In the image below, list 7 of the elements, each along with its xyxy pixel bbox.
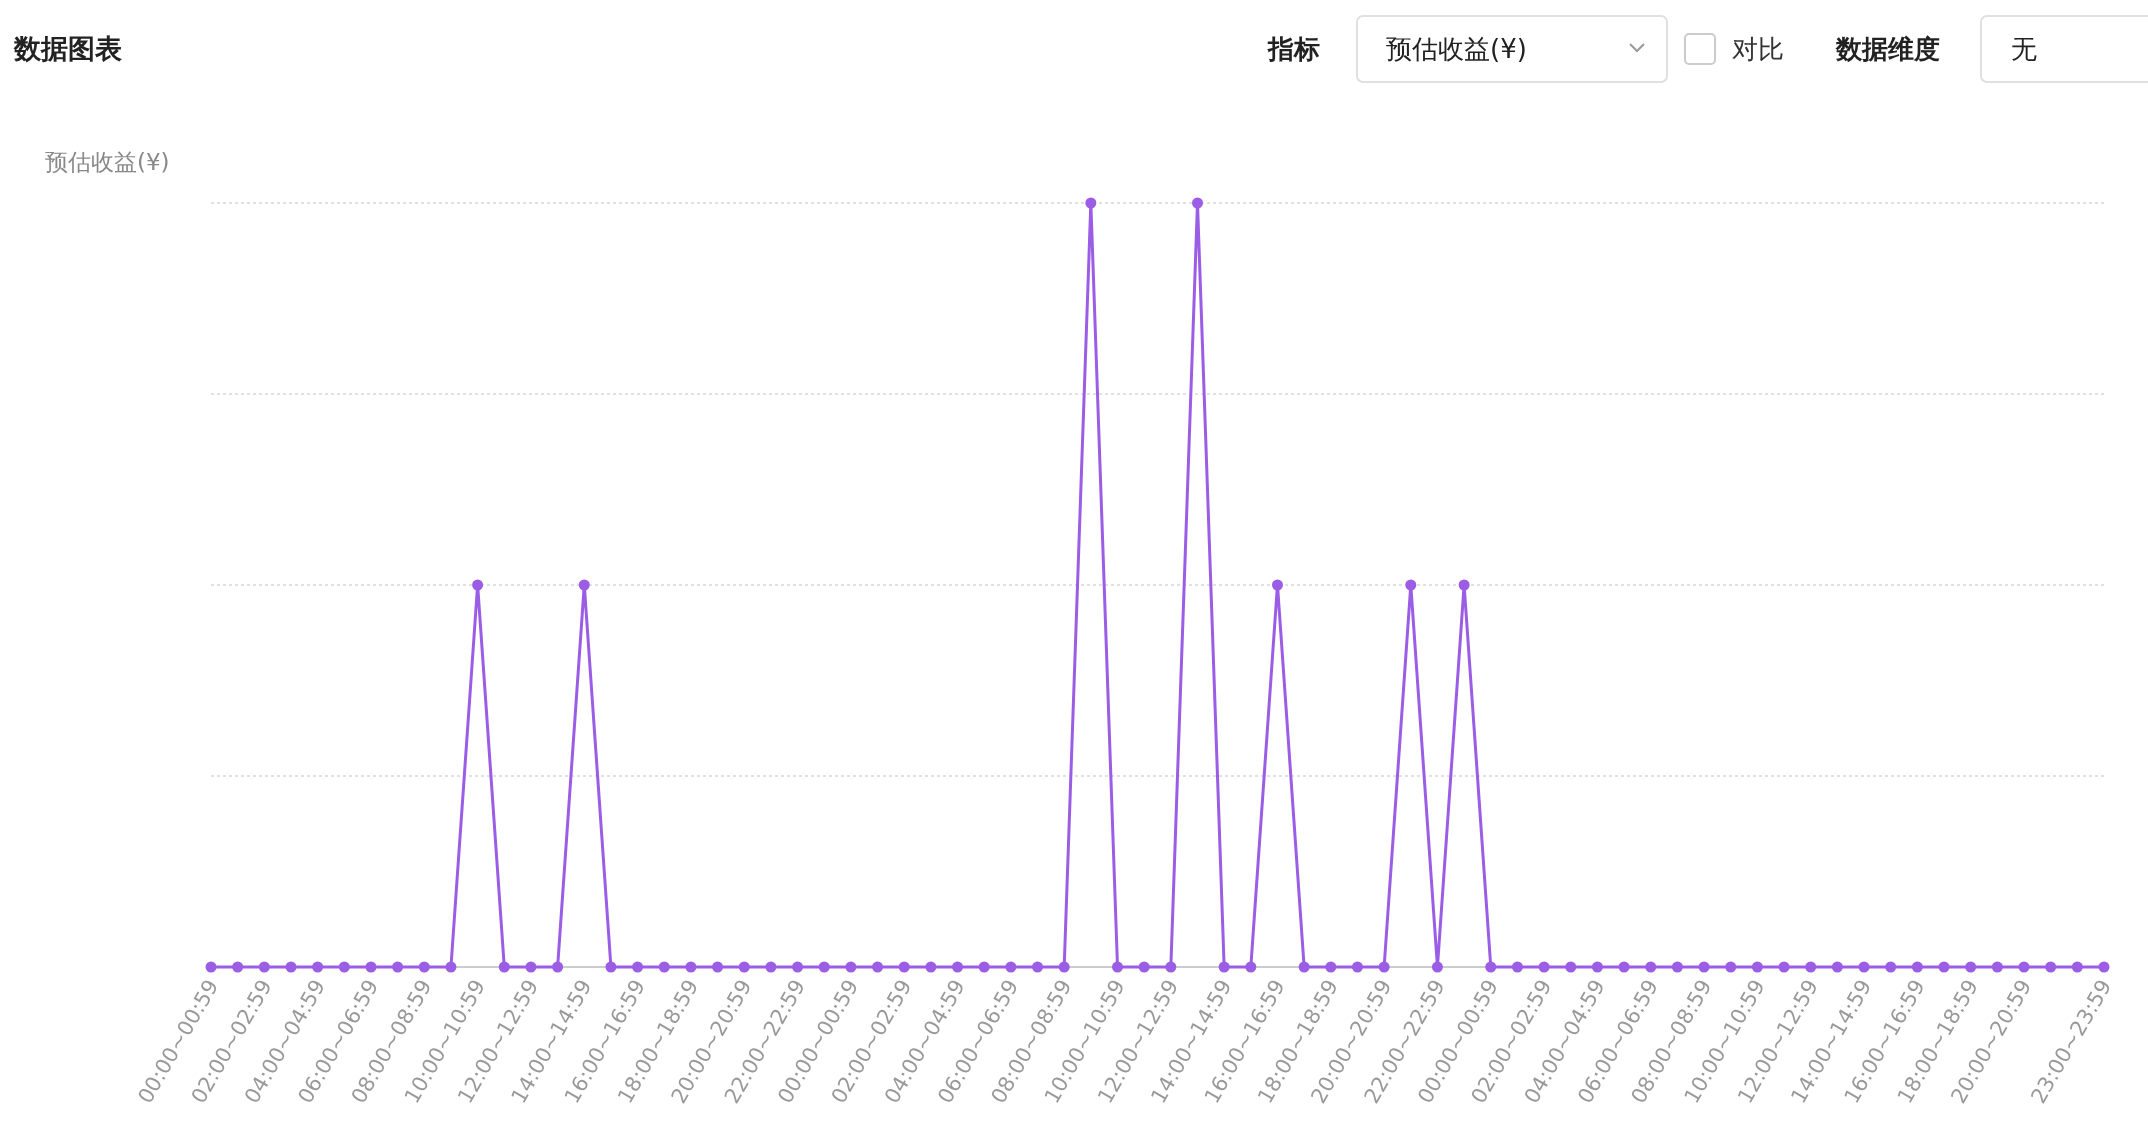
text: 预估收益(¥) <box>1386 34 1527 64</box>
text: 无 <box>2011 34 2037 64</box>
text: 对比 <box>1732 34 1784 64</box>
text: 指标 <box>1267 34 1320 64</box>
y-axis-title: 预估收益(¥) <box>45 149 170 175</box>
chart-title: 数据图表 <box>13 33 122 64</box>
text: 数据维度 <box>1835 34 1940 64</box>
